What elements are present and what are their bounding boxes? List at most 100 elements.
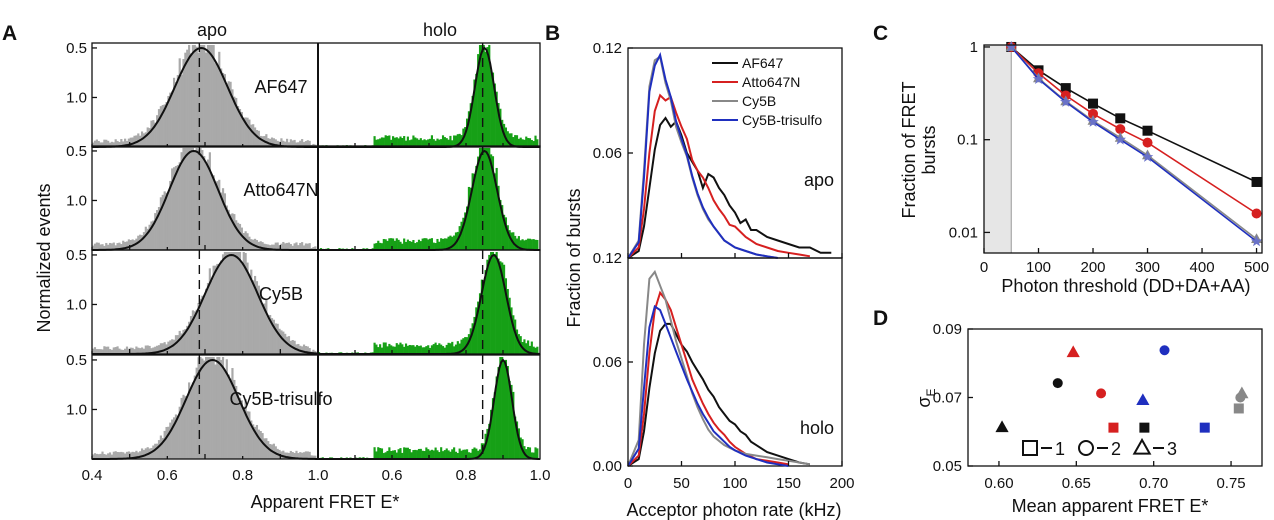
holo-histogram-bar (466, 118, 469, 147)
apo-histogram-bar (188, 147, 191, 250)
holo-histogram-bar (417, 448, 421, 459)
apo-histogram-bar (237, 251, 240, 354)
apo-histogram-bar (285, 452, 289, 459)
holo-histogram-bar (473, 447, 476, 459)
panel-letter-b: B (545, 22, 560, 45)
holo-histogram-bar (506, 365, 509, 459)
holo-histogram-bar (399, 241, 402, 250)
x-tick-label: 0.6 (382, 467, 403, 484)
apo-histogram-bar (172, 417, 176, 459)
apo-histogram-bar (252, 124, 255, 147)
apo-histogram-bar (240, 400, 243, 459)
apo-histogram-bar (201, 358, 204, 459)
holo-histogram-bar (508, 297, 511, 354)
holo-histogram-bar (438, 139, 441, 147)
apo-histogram-bar (195, 46, 198, 147)
apo-histogram-bar (112, 347, 115, 354)
apo-histogram-bar (280, 330, 283, 354)
apo-histogram-bar (244, 398, 247, 459)
apo-histogram-bar (184, 396, 187, 459)
apo-histogram-bar (101, 142, 104, 147)
apo-histogram-bar (186, 49, 189, 147)
x-tick-label: 1.0 (530, 467, 551, 484)
holo-histogram-bar (419, 448, 422, 459)
apo-histogram-bar (120, 451, 123, 459)
scatter-point-triangle (1136, 393, 1150, 406)
apo-histogram-bar (237, 392, 240, 459)
apo-histogram-bar (233, 251, 236, 354)
apo-histogram-bar (97, 242, 100, 250)
apo-histogram-bar (308, 243, 311, 250)
apo-histogram-bar (114, 139, 117, 147)
apo-histogram-bar (201, 295, 204, 354)
apo-histogram-bar (269, 315, 272, 354)
apo-histogram-bar (282, 241, 285, 250)
holo-histogram-bar (493, 253, 496, 354)
holo-histogram-bar (523, 139, 526, 147)
holo-histogram-bar (408, 449, 411, 459)
apo-histogram-bar (308, 451, 311, 459)
holo-histogram-bar (471, 448, 474, 459)
holo-histogram-bar (499, 356, 502, 459)
holo-histogram-bar (486, 47, 489, 147)
holo-histogram-bar (447, 342, 450, 354)
apo-histogram-bar (120, 244, 123, 250)
series-line-atto647n (1010, 46, 1257, 215)
apo-histogram-bar (285, 138, 289, 147)
apo-histogram-bar (193, 150, 196, 250)
apo-histogram-bar (188, 44, 191, 147)
apo-histogram-bar (161, 194, 164, 250)
marker-legend: 1 2 3 (1022, 437, 1177, 459)
series-marker-atto647n (1251, 208, 1262, 219)
holo-histogram-bar (375, 344, 378, 354)
apo-histogram-bar (240, 227, 243, 250)
apo-histogram-bar (142, 232, 146, 250)
holo-histogram-bar (410, 345, 413, 354)
marker-legend-label: 3 (1167, 439, 1177, 459)
apo-histogram-bar (265, 438, 268, 459)
x-tick-label: 0.6 (157, 467, 178, 484)
holo-histogram-bar (469, 452, 472, 459)
apo-histogram-bar (291, 245, 294, 250)
holo-histogram-bar (401, 243, 404, 250)
apo-histogram-bar (180, 74, 183, 147)
holo-histogram-bar (508, 133, 511, 147)
apo-histogram-bar (99, 349, 102, 354)
series-marker-cy5b-trisulfo (1087, 116, 1099, 127)
holo-histogram-bar (514, 135, 517, 147)
apo-histogram-bar (299, 452, 302, 459)
apo-histogram-bar (218, 51, 221, 147)
apo-histogram-bar (140, 448, 144, 459)
apo-histogram-bar (171, 168, 174, 250)
holo-histogram-bar (388, 238, 391, 250)
apo-histogram-bar (216, 181, 219, 250)
apo-histogram-bar (210, 44, 213, 147)
apo-histogram-bar (272, 138, 275, 147)
holo-histogram-bar (449, 235, 452, 250)
apo-histogram-bar (308, 140, 311, 147)
apo-histogram-bar (101, 349, 104, 354)
apo-histogram-bar (116, 243, 119, 250)
holo-histogram-bar (501, 262, 504, 354)
holo-histogram-bar (417, 346, 421, 354)
apo-histogram-bar (159, 343, 162, 354)
apo-histogram-bar (105, 346, 108, 354)
apo-histogram-bar (154, 122, 157, 147)
apo-histogram-bar (246, 117, 249, 147)
holo-histogram-bar (425, 238, 428, 250)
series-line-cy5b (627, 269, 811, 467)
holo-histogram-bar (414, 449, 417, 459)
holo-histogram-bar (490, 70, 493, 147)
apo-histogram-bar (201, 150, 204, 250)
holo-histogram-bar (508, 230, 511, 250)
holo-histogram-bar (373, 243, 376, 250)
holo-histogram-bar (404, 241, 408, 250)
holo-histogram-bar (441, 451, 445, 459)
apo-histogram-bar (135, 346, 138, 354)
y-tick-label: 0.07 (933, 390, 962, 407)
holo-histogram-bar (532, 141, 535, 147)
holo-histogram-bar (423, 238, 426, 250)
holo-histogram-bar (523, 339, 526, 354)
holo-histogram-bar (410, 241, 413, 250)
y-tick-label: 0.12 (593, 40, 622, 57)
